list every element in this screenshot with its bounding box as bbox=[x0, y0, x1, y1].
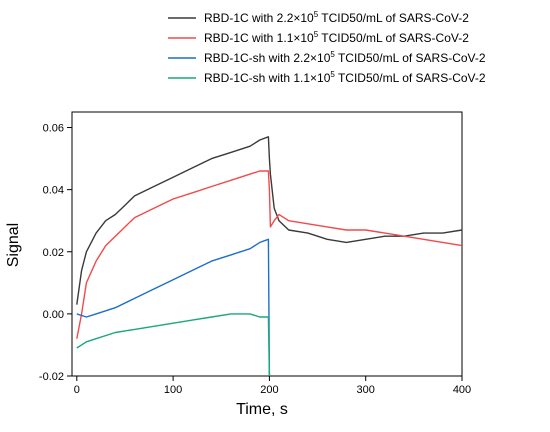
legend-label-2: RBD-1C with 1.1×105 TCID50/mL of SARS-Co… bbox=[204, 30, 469, 45]
legend-label-superscript: 5 bbox=[330, 50, 335, 59]
legend-label-superscript: 5 bbox=[330, 70, 335, 79]
y-tick-label: 0.02 bbox=[43, 247, 64, 259]
legend-label-text: RBD-1C-sh with 1.1×10 bbox=[204, 71, 331, 85]
plot-border bbox=[71, 111, 463, 377]
x-tick-label: 200 bbox=[260, 384, 278, 396]
legend-label-text: TCID50/mL of SARS-CoV-2 bbox=[335, 71, 486, 85]
x-axis: 0 100 200 300 400 bbox=[74, 376, 471, 396]
series-line-3 bbox=[76, 238, 271, 377]
x-tick-label: 300 bbox=[357, 384, 375, 396]
legend-label-1: RBD-1C with 2.2×105 TCID50/mL of SARS-Co… bbox=[204, 10, 469, 25]
legend-label-text: RBD-1C with 2.2×10 bbox=[204, 11, 314, 25]
y-axis: -0.02 0.00 0.02 0.04 0.06 bbox=[39, 123, 72, 383]
x-tick-label: 100 bbox=[164, 384, 182, 396]
y-tick-label: 0.04 bbox=[43, 185, 64, 197]
legend-label-text: TCID50/mL of SARS-CoV-2 bbox=[318, 11, 469, 25]
series-line-2 bbox=[76, 170, 463, 339]
series-line-1 bbox=[76, 136, 463, 305]
legend-label-3: RBD-1C-sh with 2.2×105 TCID50/mL of SARS… bbox=[204, 50, 486, 65]
legend-label-4: RBD-1C-sh with 1.1×105 TCID50/mL of SARS… bbox=[204, 70, 486, 85]
y-tick-label: -0.02 bbox=[39, 371, 64, 383]
y-tick-label: 0.00 bbox=[43, 309, 64, 321]
y-tick-label: 0.06 bbox=[43, 123, 64, 135]
legend-label-text: TCID50/mL of SARS-CoV-2 bbox=[335, 51, 486, 65]
x-tick-label: 0 bbox=[74, 384, 80, 396]
plot-frame bbox=[71, 111, 463, 377]
x-tick-label: 400 bbox=[453, 384, 471, 396]
legend-label-superscript: 5 bbox=[314, 10, 319, 19]
y-axis-title: Signal bbox=[5, 223, 22, 267]
series-line-4 bbox=[76, 313, 271, 377]
legend: RBD-1C with 2.2×105 TCID50/mL of SARS-Co… bbox=[168, 10, 486, 85]
legend-label-text: RBD-1C-sh with 2.2×10 bbox=[204, 51, 331, 65]
legend-label-superscript: 5 bbox=[314, 30, 319, 39]
legend-label-text: TCID50/mL of SARS-CoV-2 bbox=[318, 31, 469, 45]
legend-label-text: RBD-1C with 1.1×10 bbox=[204, 31, 314, 45]
x-axis-title: Time, s bbox=[236, 401, 288, 418]
series-group bbox=[76, 136, 463, 377]
